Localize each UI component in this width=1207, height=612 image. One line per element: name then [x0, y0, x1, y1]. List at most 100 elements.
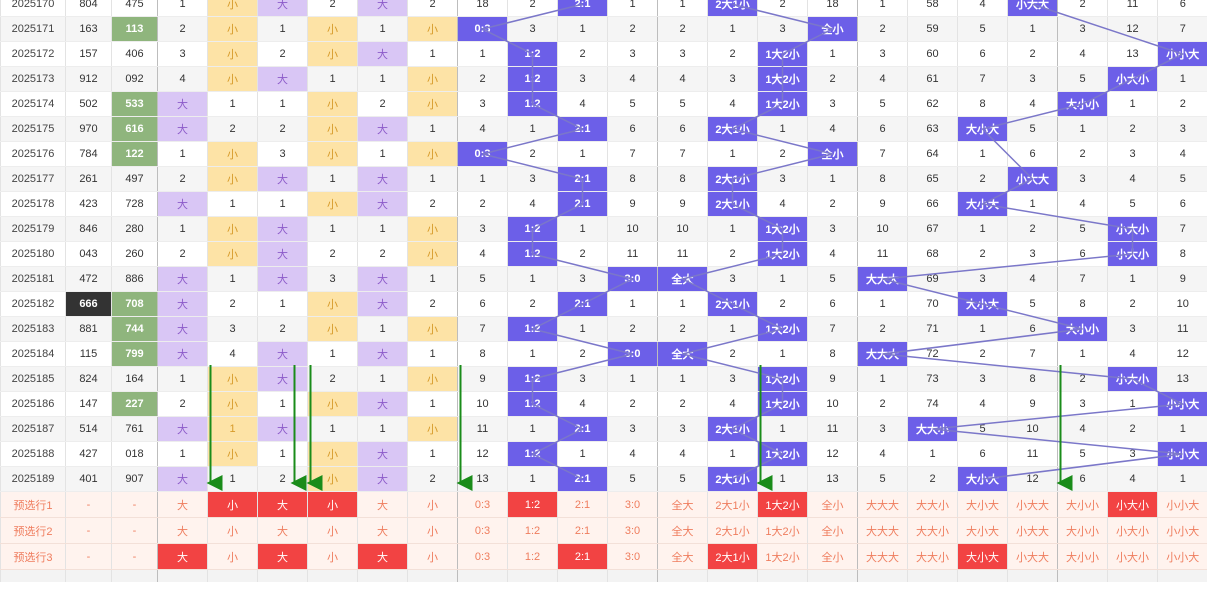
preselect-option[interactable]: 1:2	[507, 543, 558, 570]
preselect-option[interactable]: 小	[407, 491, 458, 518]
preselect-option[interactable]: 2:1	[557, 517, 608, 544]
trend-cell: 大大小	[907, 416, 958, 442]
preselect-option[interactable]: 小	[407, 543, 458, 570]
preselect-option[interactable]: 小	[407, 517, 458, 544]
preselect-option[interactable]: 大小小	[1057, 491, 1108, 518]
trend-cell: 大	[257, 416, 308, 442]
preselect-option[interactable]: 2:1	[557, 491, 608, 518]
preselect-option[interactable]: 小小大	[1157, 517, 1207, 544]
period-cell: 2025174	[0, 91, 66, 117]
trend-cell: 小	[207, 391, 258, 417]
trend-cell: 1	[607, 0, 658, 17]
footer-cell	[357, 569, 408, 582]
preselect-cell: -	[65, 543, 112, 570]
footer-cell	[257, 569, 308, 582]
preselect-option[interactable]: 小	[307, 543, 358, 570]
trend-cell: 小	[307, 391, 358, 417]
preselect-option[interactable]: 小大小	[1107, 543, 1158, 570]
preselect-option[interactable]: 小	[307, 517, 358, 544]
preselect-option[interactable]: 小	[207, 543, 258, 570]
preselect-option[interactable]: 3:0	[607, 491, 658, 518]
preselect-row[interactable]: 预选行2- - 大小大小大小 0:3 1:2 2:1 3:0 全大 2大1小 1大2小 全小 大大大大…	[0, 517, 1207, 544]
trend-cell: 2	[1007, 41, 1058, 67]
preselect-option[interactable]: 大小大	[957, 491, 1008, 518]
preselect-option[interactable]: 大	[157, 543, 208, 570]
preselect-option[interactable]: 0:3	[457, 517, 508, 544]
trend-cell: 9	[807, 366, 858, 392]
preselect-option[interactable]: 2:1	[557, 543, 608, 570]
preselect-option[interactable]: 3:0	[607, 543, 658, 570]
preselect-option[interactable]: 全小	[807, 517, 858, 544]
preselect-option[interactable]: 大大小	[907, 517, 958, 544]
preselect-option[interactable]: 小	[207, 517, 258, 544]
preselect-option[interactable]: 2大1小	[707, 543, 758, 570]
trend-cell: 4	[1057, 41, 1108, 67]
preselect-option[interactable]: 大小小	[1057, 543, 1108, 570]
trend-cell: 5	[1057, 441, 1108, 467]
preselect-option[interactable]: 大大小	[907, 543, 958, 570]
trend-cell: 10	[807, 391, 858, 417]
preselect-option[interactable]: 大大大	[857, 543, 908, 570]
preselect-option[interactable]: 小大小	[1107, 517, 1158, 544]
trend-cell: 2大1小	[707, 166, 758, 192]
trend-cell: 5	[657, 466, 708, 492]
preselect-option[interactable]: 小大大	[1007, 543, 1058, 570]
trend-cell: 9	[1007, 391, 1058, 417]
preselect-option[interactable]: 小大大	[1007, 491, 1058, 518]
preselect-option[interactable]: 大	[257, 517, 308, 544]
preselect-option[interactable]: 全大	[657, 543, 708, 570]
preselect-option[interactable]: 0:3	[457, 543, 508, 570]
period-cell: 2025185	[0, 366, 66, 392]
preselect-option[interactable]: 3:0	[607, 517, 658, 544]
preselect-option[interactable]: 大	[357, 543, 408, 570]
footer-cell	[0, 569, 66, 582]
preselect-option[interactable]: 小	[207, 491, 258, 518]
preselect-option[interactable]: 小	[307, 491, 358, 518]
draw-number-a: 472	[65, 266, 112, 292]
preselect-option[interactable]: 大	[357, 517, 408, 544]
preselect-option[interactable]: 大大小	[907, 491, 958, 518]
preselect-option[interactable]: 大	[157, 517, 208, 544]
preselect-option[interactable]: 全大	[657, 517, 708, 544]
preselect-row[interactable]: 预选行3- - 大小大小大小 0:3 1:2 2:1 3:0 全大 2大1小 1大2小 全小 大大大大…	[0, 543, 1207, 570]
preselect-option[interactable]: 1:2	[507, 491, 558, 518]
preselect-option[interactable]: 全大	[657, 491, 708, 518]
preselect-option[interactable]: 大	[257, 491, 308, 518]
preselect-option[interactable]: 1:2	[507, 517, 558, 544]
trend-cell: 5	[1107, 191, 1158, 217]
table-row: 2025174 502 533 大 1 1 小 2 小 3 1:2 4 5 5 4 1大2小 3 5 62 8 4 大小小…	[0, 91, 1207, 117]
trend-cell: 2	[407, 291, 458, 317]
preselect-option[interactable]: 全小	[807, 491, 858, 518]
trend-cell: 6	[1057, 241, 1108, 267]
preselect-option[interactable]: 大大大	[857, 517, 908, 544]
preselect-option[interactable]: 大大大	[857, 491, 908, 518]
preselect-option[interactable]: 小小大	[1157, 543, 1207, 570]
preselect-option[interactable]: 2大1小	[707, 491, 758, 518]
trend-cell: 11	[857, 241, 908, 267]
preselect-option[interactable]: 大小大	[957, 517, 1008, 544]
preselect-option[interactable]: 大	[257, 543, 308, 570]
trend-cell: 1	[457, 41, 508, 67]
preselect-option[interactable]: 小大小	[1107, 491, 1158, 518]
preselect-option[interactable]: 大小小	[1057, 517, 1108, 544]
trend-cell: 1	[357, 141, 408, 167]
preselect-option[interactable]: 1大2小	[757, 491, 808, 518]
trend-cell: 小	[307, 466, 358, 492]
preselect-option[interactable]: 全小	[807, 543, 858, 570]
trend-cell: 2	[157, 241, 208, 267]
preselect-option[interactable]: 大	[157, 491, 208, 518]
preselect-option[interactable]: 1大2小	[757, 543, 808, 570]
trend-cell: 61	[907, 66, 958, 92]
preselect-option[interactable]: 0:3	[457, 491, 508, 518]
table-row: 2025183 881 744 大 3 2 小 1 小 7 1:2 1 2 2 1 1大2小 7 2 71 1 6 大小小…	[0, 316, 1207, 342]
preselect-option[interactable]: 小小大	[1157, 491, 1207, 518]
preselect-option[interactable]: 2大1小	[707, 517, 758, 544]
trend-cell: 2	[257, 41, 308, 67]
preselect-row[interactable]: 预选行1- - 大小大小大小 0:3 1:2 2:1 3:0 全大 2大1小 1大2小 全小 大大大大…	[0, 491, 1207, 518]
preselect-option[interactable]: 大	[357, 491, 408, 518]
preselect-option[interactable]: 小大大	[1007, 517, 1058, 544]
footer-cell	[1157, 569, 1207, 582]
preselect-option[interactable]: 大小大	[957, 543, 1008, 570]
trend-cell: 8	[1157, 241, 1207, 267]
preselect-option[interactable]: 1大2小	[757, 517, 808, 544]
